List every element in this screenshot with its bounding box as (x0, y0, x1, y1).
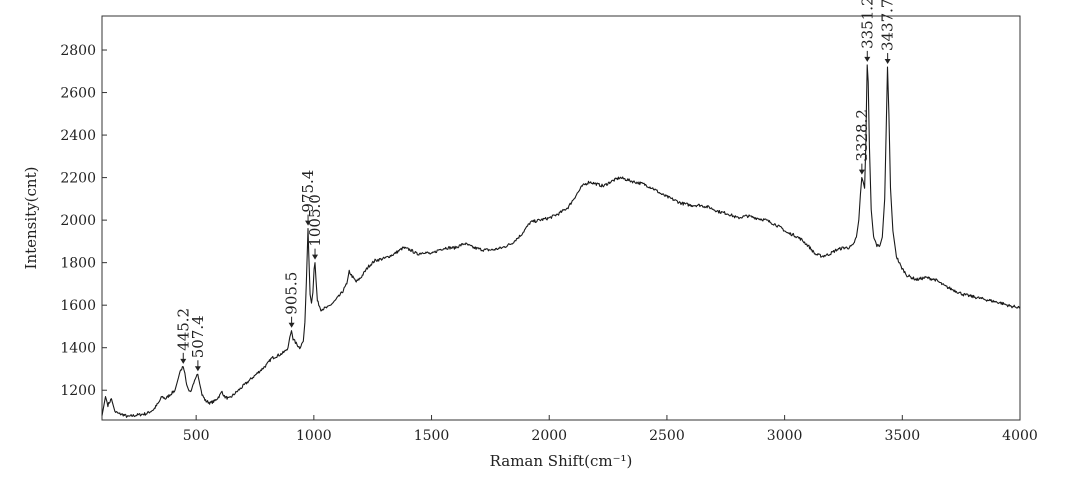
peak-arrow-head (288, 322, 295, 328)
peak-annotation: 3328.2 (853, 109, 871, 175)
y-tick-label: 2600 (60, 86, 96, 102)
x-axis-label: Raman Shift(cm⁻¹) (490, 452, 633, 470)
peak-annotation: 507.4 (189, 315, 207, 372)
y-tick-label: 1400 (60, 341, 96, 357)
y-tick-label: 2000 (60, 213, 96, 229)
peak-annotation: 905.5 (283, 272, 301, 328)
peak-annotation: 3437.7 (879, 0, 897, 65)
spectrum-line (101, 64, 1021, 418)
peak-annotation: 1005.0 (306, 194, 324, 260)
peak-arrow-head (180, 358, 187, 364)
peak-annotation: 445.2 (174, 308, 192, 364)
peak-arrow-head (864, 56, 871, 62)
y-tick-label: 1200 (60, 383, 96, 399)
peak-label: 445.2 (174, 308, 192, 351)
peak-annotation: 975.4 (299, 170, 317, 226)
peak-arrow-head (305, 220, 312, 226)
peak-annotation: 3351.2 (858, 0, 876, 62)
peak-label: 905.5 (283, 272, 301, 315)
x-tick-label: 2500 (649, 428, 685, 444)
peak-label: 1005.0 (306, 194, 324, 247)
y-tick-label: 1600 (60, 298, 96, 314)
y-tick-label: 2200 (60, 171, 96, 187)
peak-label: 975.4 (299, 170, 317, 213)
x-tick-label: 2000 (531, 428, 567, 444)
x-tick-label: 4000 (1002, 428, 1038, 444)
x-tick-label: 500 (183, 428, 210, 444)
peak-arrow-head (858, 169, 865, 175)
y-tick-label: 2400 (60, 128, 96, 144)
x-tick-label: 1000 (296, 428, 332, 444)
y-tick-label: 2800 (60, 43, 96, 59)
x-axis-ticks: 500 1000 1500 2000 2500 3000 3500 4000 (183, 415, 1038, 444)
y-tick-label: 1800 (60, 256, 96, 272)
peak-label: 3437.7 (879, 0, 897, 51)
x-tick-label: 3000 (767, 428, 803, 444)
x-tick-label: 3500 (884, 428, 920, 444)
peak-label: 507.4 (189, 315, 207, 358)
peak-arrow-head (884, 59, 891, 65)
peak-label: 3351.2 (858, 0, 876, 49)
y-axis-ticks: 1200 1400 1600 1800 2000 2200 2400 2600 2800 (60, 43, 107, 399)
peak-label: 3328.2 (853, 109, 871, 162)
x-tick-label: 1500 (414, 428, 450, 444)
peak-arrow-head (312, 254, 319, 260)
peak-arrow-head (194, 366, 201, 372)
y-axis-label: Intensity(cnt) (22, 167, 40, 270)
plot-frame (101, 15, 1021, 421)
